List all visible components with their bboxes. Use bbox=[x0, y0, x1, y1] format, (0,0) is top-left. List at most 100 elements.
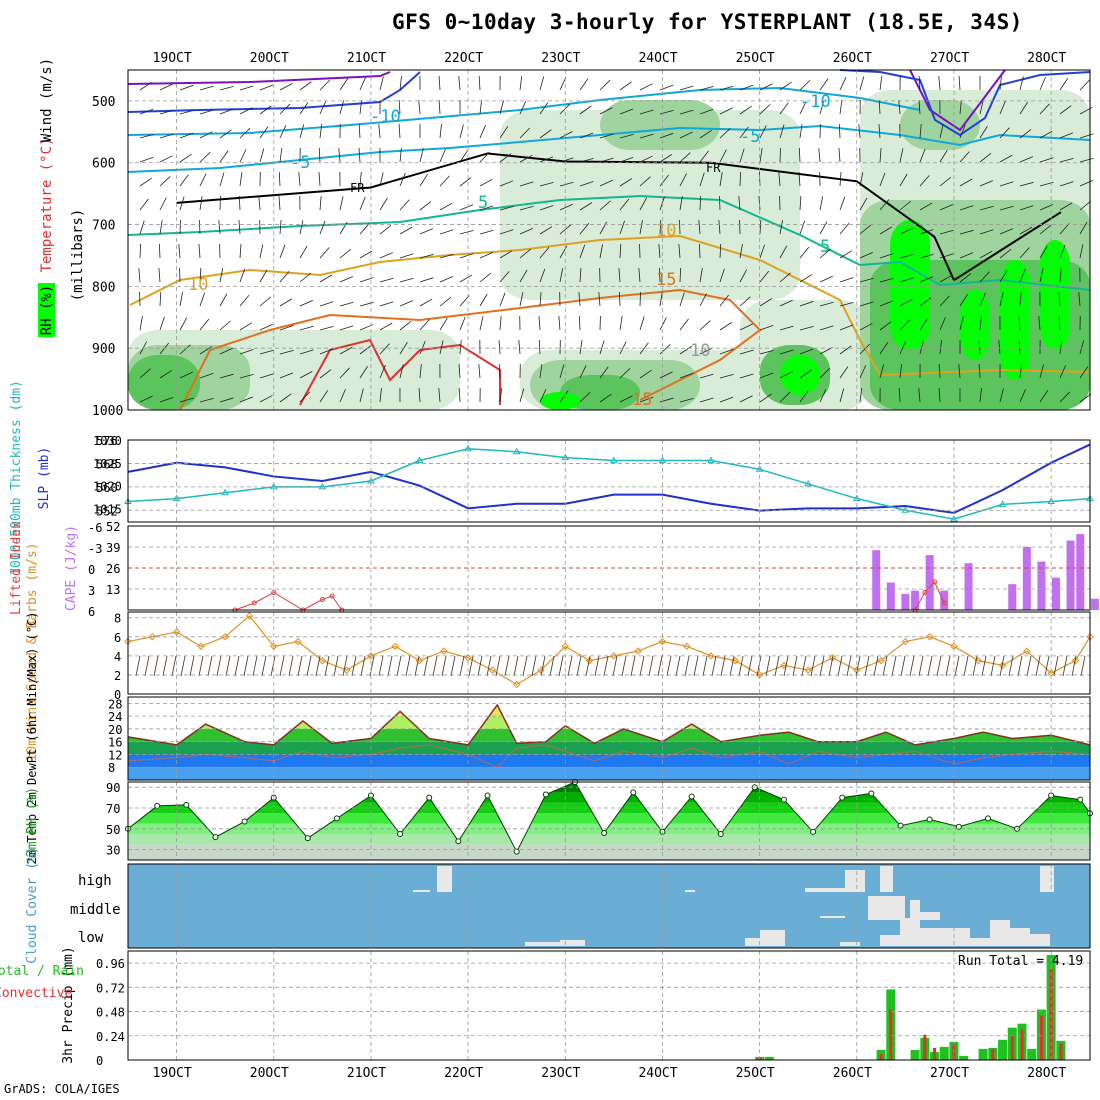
precip-y-tick: 0.72 bbox=[96, 981, 125, 995]
rh-point bbox=[455, 838, 462, 845]
wind-barb-301 bbox=[559, 245, 568, 259]
wind-barb-289 bbox=[539, 292, 542, 307]
rh-shade-17 bbox=[1000, 260, 1030, 380]
wind-barb-630 bbox=[1039, 76, 1046, 91]
surface-wind-barb bbox=[801, 655, 807, 677]
wind-barb-430 bbox=[739, 323, 753, 331]
wind-barb-284 bbox=[539, 181, 554, 187]
cloud-block bbox=[1030, 934, 1050, 946]
wind-barb-207 bbox=[419, 340, 426, 355]
thickness-y-tick: 576 bbox=[96, 434, 118, 448]
surface-wind-barb bbox=[963, 655, 969, 677]
wind-barb-43 bbox=[199, 109, 214, 115]
wind-barb-135 bbox=[319, 301, 334, 307]
surface-wind-barb bbox=[225, 655, 231, 677]
wind-speed-point bbox=[245, 612, 254, 620]
surface-wind-barb bbox=[351, 655, 357, 677]
wind-barb-485 bbox=[819, 301, 834, 307]
wind-barb-549 bbox=[919, 148, 926, 163]
surface-wind-barb bbox=[666, 655, 672, 677]
slp-y-tick: 1015 bbox=[93, 502, 122, 516]
wind-speed-point bbox=[828, 654, 837, 662]
rh-point bbox=[426, 794, 433, 801]
wind-barb-543 bbox=[899, 341, 907, 355]
wind-barb-596 bbox=[979, 271, 990, 283]
wind-barb-517 bbox=[859, 388, 863, 403]
precip-total-bar bbox=[764, 1056, 774, 1060]
li-point bbox=[922, 590, 928, 595]
slp-ylabel-slp: SLP (mb) bbox=[37, 447, 52, 510]
wind-barb-205 bbox=[419, 298, 433, 307]
wind-barb-318 bbox=[578, 315, 581, 331]
rh-point bbox=[513, 848, 520, 855]
wind-barb-23 bbox=[159, 291, 162, 307]
wind-barb-422 bbox=[739, 126, 749, 139]
wind-barb-58 bbox=[219, 129, 232, 139]
wind-barb-416 bbox=[719, 322, 732, 331]
wind-barb-526 bbox=[879, 277, 894, 283]
wind-barb-238 bbox=[478, 76, 481, 91]
wind-barb-108 bbox=[279, 325, 294, 331]
thickness-point bbox=[512, 447, 521, 455]
wind-barb-100 bbox=[279, 125, 287, 139]
wind-barb-351 bbox=[639, 109, 654, 115]
cloud-row-label-high: high bbox=[78, 873, 112, 889]
wind-barb-370 bbox=[659, 219, 662, 235]
wind-speed-point bbox=[148, 633, 157, 641]
surface-wind-barb bbox=[576, 655, 582, 677]
wind-barb-435 bbox=[759, 104, 771, 115]
rh-shade-16 bbox=[960, 290, 990, 360]
wind-barb-306 bbox=[559, 364, 565, 379]
li-point bbox=[932, 579, 938, 585]
wind-barb-99 bbox=[279, 103, 291, 115]
wind-barb-476 bbox=[819, 78, 829, 91]
temp-band-2 bbox=[128, 741, 1090, 755]
surface-wind-barb bbox=[621, 655, 627, 677]
wind-barb-168 bbox=[379, 76, 384, 91]
rh-point bbox=[1077, 796, 1084, 803]
wind-barb-159 bbox=[359, 196, 366, 211]
wind-barb-255 bbox=[499, 153, 512, 163]
wind-barb-271 bbox=[519, 205, 534, 211]
wind-barb-569 bbox=[939, 295, 950, 307]
wind-barb-539 bbox=[899, 253, 914, 259]
wind-barb-615 bbox=[999, 388, 1004, 403]
wind-barb-590 bbox=[979, 125, 988, 139]
temp-y-tick: 16 bbox=[108, 736, 122, 750]
wind-barb-636 bbox=[1039, 224, 1052, 235]
wind-barb-45 bbox=[199, 152, 211, 163]
wind-barb-38 bbox=[179, 317, 188, 331]
wind-barb-506 bbox=[858, 124, 861, 139]
wind-speed-point bbox=[998, 661, 1007, 670]
surface-wind-barb bbox=[1017, 655, 1023, 677]
wind-barb-264 bbox=[498, 363, 501, 379]
rh-shade-15 bbox=[890, 220, 930, 350]
wind-barb-244 bbox=[479, 229, 494, 235]
wind-barb-237 bbox=[458, 388, 461, 403]
wind-barb-94 bbox=[259, 323, 273, 331]
wind-barb-262 bbox=[499, 316, 502, 331]
wind-barb-392 bbox=[699, 85, 714, 91]
wind-barb-362 bbox=[639, 369, 652, 379]
wind-barb-285 bbox=[539, 205, 554, 211]
wind-barb-347 bbox=[619, 341, 627, 355]
wind-barb-342 bbox=[619, 220, 625, 235]
precip-total-bar bbox=[978, 1048, 988, 1060]
wind-barb-427 bbox=[739, 244, 743, 259]
wind-barb-661 bbox=[1079, 157, 1094, 163]
wind-barb-57 bbox=[219, 108, 234, 115]
wind-barb-232 bbox=[459, 274, 473, 283]
wind-ylabel: 10m Wind Speed & Barbs (m/s) bbox=[25, 542, 40, 761]
wind-barb-574 bbox=[958, 76, 961, 91]
wind-barb-515 bbox=[859, 343, 871, 355]
wind-barb-646 bbox=[1059, 132, 1074, 139]
wind-barb-265 bbox=[499, 388, 503, 403]
surface-wind-barb bbox=[720, 655, 726, 677]
wind-barb-338 bbox=[619, 133, 634, 139]
wind-speed-point bbox=[610, 652, 618, 660]
wind-barb-258 bbox=[499, 229, 514, 235]
wind-barb-450 bbox=[779, 124, 785, 139]
wind-barb-479 bbox=[818, 148, 821, 163]
wind-barb-642 bbox=[1039, 364, 1044, 379]
x-tick-top-19OCT: 19OCT bbox=[153, 51, 192, 66]
